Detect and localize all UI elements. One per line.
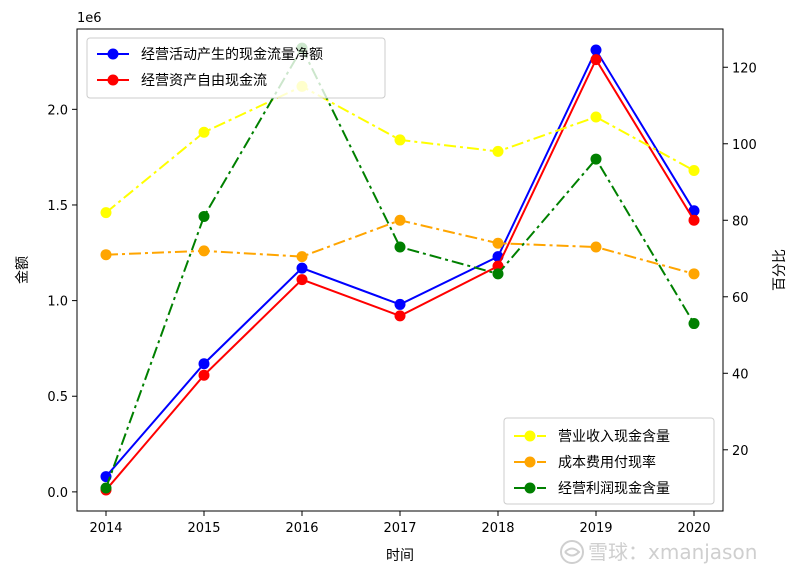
data-point (590, 153, 602, 165)
data-point (100, 482, 112, 494)
data-point (100, 207, 112, 219)
data-point (590, 44, 602, 56)
legend-entry: 成本费用付现率 (514, 454, 656, 471)
series-right-1 (100, 214, 700, 280)
data-point (590, 54, 602, 66)
x-axis-label: 时间 (386, 548, 414, 564)
data-point (590, 111, 602, 123)
right-y-tick-label: 120 (732, 61, 757, 76)
series-right-2 (100, 42, 700, 494)
legend-label: 成本费用付现率 (558, 454, 656, 471)
legend-swatch-marker (107, 74, 119, 86)
data-point (688, 205, 700, 217)
data-point (492, 268, 504, 280)
data-point (394, 298, 406, 310)
left-y-tick-label: 0.5 (47, 390, 68, 405)
x-tick-label: 2014 (89, 521, 122, 536)
series-line (105, 85, 695, 214)
data-point (492, 237, 504, 249)
data-point (492, 260, 504, 272)
left-y-tick-label: 1.0 (47, 295, 68, 310)
legend-swatch-marker (524, 430, 536, 442)
left-y-axis-ticks: 0.0 0.5 1.0 1.5 2.0 (47, 103, 77, 501)
legend-swatch-marker (107, 48, 119, 60)
legend-label: 经营资产自由现金流 (141, 73, 267, 89)
right-y-tick-label: 60 (732, 291, 749, 306)
series-left-0 (100, 44, 700, 483)
data-point (198, 369, 210, 381)
legend-label: 经营利润现金含量 (558, 481, 670, 497)
left-y-tick-label: 1.5 (47, 199, 68, 214)
right-y-tick-label: 100 (732, 138, 757, 153)
data-point (492, 145, 504, 157)
x-axis-ticks: 2014 2015 2016 2017 2018 2019 2020 (89, 511, 711, 536)
legend-label: 营业收入现金含量 (558, 429, 670, 445)
right-axis-series (100, 42, 700, 494)
data-point (198, 210, 210, 222)
x-tick-label: 2018 (481, 521, 514, 536)
legend-swatch-marker (524, 456, 536, 468)
data-point (688, 268, 700, 280)
data-point (198, 126, 210, 138)
x-tick-label: 2017 (383, 521, 416, 536)
data-point (688, 165, 700, 177)
watermark-text: 雪球：xmanjason (588, 540, 757, 564)
data-point (100, 249, 112, 261)
data-point (688, 318, 700, 330)
data-point (394, 310, 406, 322)
legend-box (86, 37, 386, 99)
x-tick-label: 2020 (677, 521, 710, 536)
xueqiu-snowball-icon (560, 540, 584, 564)
data-point (296, 274, 308, 286)
left-y-tick-label: 0.0 (47, 486, 68, 501)
x-tick-label: 2015 (187, 521, 220, 536)
x-tick-label: 2016 (285, 521, 318, 536)
data-point (198, 245, 210, 257)
data-point (394, 134, 406, 146)
x-tick-label: 2019 (579, 521, 612, 536)
legend-entry: 经营活动产生的现金流量净额 (97, 47, 323, 63)
legend-entry: 营业收入现金含量 (514, 429, 670, 445)
data-point (394, 214, 406, 226)
data-point (296, 251, 308, 263)
legend-entry: 经营资产自由现金流 (97, 73, 267, 89)
data-point (688, 214, 700, 226)
legend-swatch-marker (524, 482, 536, 494)
legend-label: 经营活动产生的现金流量净额 (141, 47, 323, 63)
series-right-0 (100, 80, 700, 219)
legend-entry: 经营利润现金含量 (514, 481, 670, 497)
series-line (105, 47, 695, 478)
data-point (100, 471, 112, 483)
left-scale-label: 1e6 (77, 11, 102, 26)
left-y-tick-label: 2.0 (47, 103, 68, 118)
right-y-axis-label: 百分比 (772, 249, 788, 291)
data-point (296, 262, 308, 274)
right-y-axis-ticks: 20 40 60 80 100 120 (723, 61, 757, 459)
right-y-tick-label: 20 (732, 444, 749, 459)
left-y-axis-label: 金额 (15, 256, 31, 284)
legend-box (503, 417, 715, 505)
data-point (590, 241, 602, 253)
right-y-tick-label: 40 (732, 367, 749, 382)
right-y-tick-label: 80 (732, 214, 749, 229)
watermark: 雪球：xmanjason (560, 540, 757, 564)
data-point (394, 241, 406, 253)
data-point (198, 358, 210, 370)
